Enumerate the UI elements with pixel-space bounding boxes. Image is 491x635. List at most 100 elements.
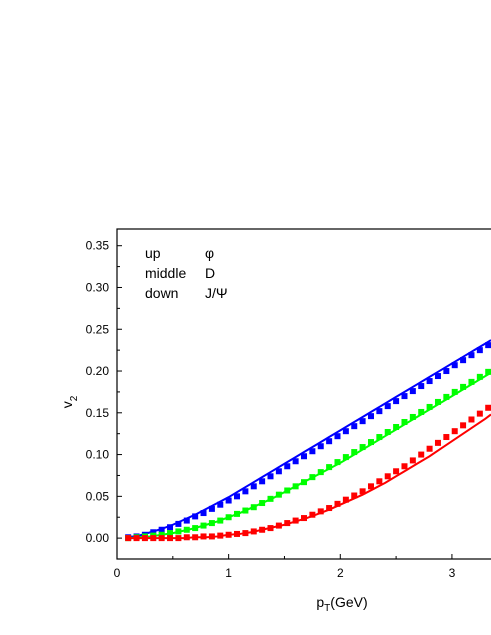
data-point xyxy=(334,459,341,466)
data-point xyxy=(434,439,441,446)
data-point xyxy=(326,438,333,445)
data-point xyxy=(192,525,199,532)
data-point xyxy=(234,530,241,537)
data-point xyxy=(359,418,366,425)
data-point xyxy=(225,497,232,504)
annotation-block: up φ middle D down J/Ψ xyxy=(145,245,228,301)
data-point xyxy=(384,429,391,436)
data-point xyxy=(376,478,383,485)
data-point xyxy=(443,434,450,441)
y-tick-label: 0.30 xyxy=(86,280,110,294)
data-point xyxy=(476,410,483,417)
data-point xyxy=(167,535,174,542)
data-point xyxy=(418,383,425,390)
data-point xyxy=(192,513,199,520)
data-point xyxy=(426,403,433,410)
data-point xyxy=(200,522,207,529)
data-point xyxy=(443,393,450,400)
data-point xyxy=(384,473,391,480)
data-point xyxy=(393,468,400,475)
x-tick-label: 3 xyxy=(449,566,456,580)
annotation-left-3: down xyxy=(145,285,178,301)
data-point xyxy=(250,528,257,535)
data-point xyxy=(384,403,391,410)
data-point xyxy=(183,526,190,533)
data-point xyxy=(150,529,157,536)
data-point xyxy=(317,508,324,515)
data-point xyxy=(342,428,349,435)
data-point xyxy=(342,496,349,503)
data-point xyxy=(250,504,257,511)
data-point xyxy=(359,488,366,495)
data-point xyxy=(309,448,316,455)
data-point xyxy=(334,433,341,440)
data-point xyxy=(367,483,374,490)
data-point xyxy=(284,487,291,494)
plot-frame xyxy=(116,228,491,560)
svg-text:pT(GeV): pT(GeV) xyxy=(316,594,367,614)
y-tick-label: 0.10 xyxy=(86,448,110,462)
data-point xyxy=(317,469,324,476)
data-point xyxy=(167,524,174,531)
x-axis-ticks: 0 1 2 3 xyxy=(114,554,456,580)
data-point xyxy=(351,492,358,499)
x-tick-label: 2 xyxy=(337,566,344,580)
data-point xyxy=(309,474,316,481)
data-point xyxy=(275,468,282,475)
y-tick-label: 0.05 xyxy=(86,489,110,503)
y-tick-label: 0.35 xyxy=(86,239,110,253)
data-point xyxy=(208,505,215,512)
series-layer xyxy=(125,339,491,542)
data-point xyxy=(275,522,282,529)
data-point xyxy=(393,398,400,405)
x-tick-label: 0 xyxy=(114,566,121,580)
data-point xyxy=(326,464,333,471)
data-point xyxy=(217,532,224,539)
data-point xyxy=(192,534,199,541)
data-point xyxy=(175,535,182,542)
data-point xyxy=(284,520,291,527)
data-point xyxy=(250,483,257,490)
data-point xyxy=(476,373,483,380)
data-point xyxy=(158,526,165,533)
data-point xyxy=(208,533,215,540)
annotation-right-2: D xyxy=(205,265,215,281)
data-point xyxy=(217,517,224,524)
data-point xyxy=(225,514,232,521)
data-point xyxy=(468,378,475,385)
data-point xyxy=(200,533,207,540)
data-point xyxy=(367,413,374,420)
x-axis-label-tail: (GeV) xyxy=(330,594,367,610)
data-point xyxy=(451,362,458,369)
data-point xyxy=(451,428,458,435)
data-point xyxy=(234,510,241,517)
data-point xyxy=(141,535,148,542)
data-point xyxy=(292,483,299,490)
data-point xyxy=(409,457,416,464)
data-point xyxy=(242,507,249,514)
data-point xyxy=(317,443,324,450)
annotation-left-1: up xyxy=(145,245,161,261)
data-point xyxy=(409,388,416,395)
svg-text:v2: v2 xyxy=(59,395,80,408)
data-point xyxy=(259,478,266,485)
y-axis-label: v2 xyxy=(59,395,80,408)
data-point xyxy=(418,451,425,458)
x-axis-label-main: p xyxy=(316,594,324,610)
data-point xyxy=(267,525,274,532)
y-axis-ticks: 0.00 0.05 0.10 0.15 0.20 0.25 0.30 0.35 xyxy=(86,239,122,545)
data-point xyxy=(485,342,491,349)
data-point xyxy=(208,520,215,527)
data-point xyxy=(275,491,282,498)
data-point xyxy=(485,368,491,375)
data-point xyxy=(225,531,232,538)
data-point xyxy=(292,517,299,524)
data-point xyxy=(485,404,491,411)
data-point xyxy=(125,535,132,542)
data-point xyxy=(150,535,157,542)
data-point xyxy=(200,510,207,517)
data-point xyxy=(301,515,307,522)
data-point xyxy=(267,495,274,502)
data-point xyxy=(351,423,358,430)
